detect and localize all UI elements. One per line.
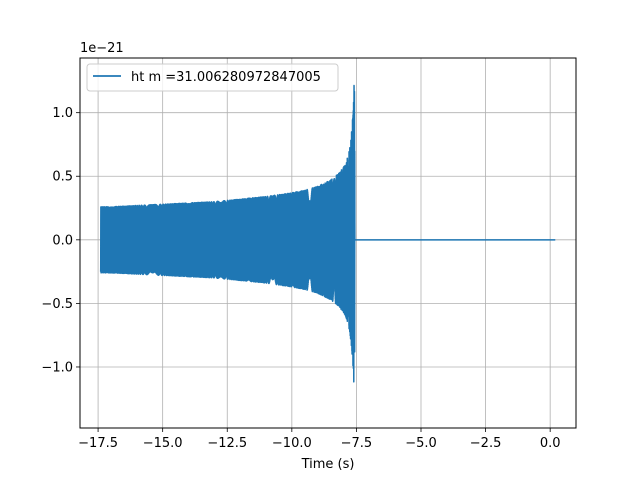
series-line: [99, 84, 556, 383]
x-tick-label: −2.5: [470, 436, 502, 451]
legend-box: [86, 63, 339, 92]
y-tick-label: −1.0: [41, 360, 73, 375]
y-offset-label: 1e−21: [80, 41, 124, 56]
legend-label: ht m =31.006280972847005: [131, 70, 321, 85]
x-tick-label: −15.0: [143, 436, 183, 451]
y-tick-label: −0.5: [41, 297, 73, 312]
x-tick-label: −12.5: [207, 436, 247, 451]
series-layer: [99, 84, 556, 383]
y-tick-label: 0.5: [52, 170, 73, 185]
x-axis-label: Time (s): [301, 457, 355, 472]
x-tick-label: −17.5: [78, 436, 118, 451]
x-tick-label: 0.0: [540, 436, 561, 451]
plot-frame: [79, 57, 577, 429]
x-axis: −17.5 −15.0 −12.5 −10.0 −7.5 −5.0 −2.5 0.0: [78, 428, 561, 451]
x-tick-label: −7.5: [341, 436, 373, 451]
y-tick-label: 1.0: [52, 106, 73, 121]
y-tick-label: 0.0: [52, 233, 73, 248]
legend: ht m =31.006280972847005: [86, 63, 339, 92]
x-tick-label: −5.0: [405, 436, 437, 451]
y-axis: −1.0 −0.5 0.0 0.5 1.0: [41, 106, 80, 375]
x-tick-label: −10.0: [272, 436, 312, 451]
